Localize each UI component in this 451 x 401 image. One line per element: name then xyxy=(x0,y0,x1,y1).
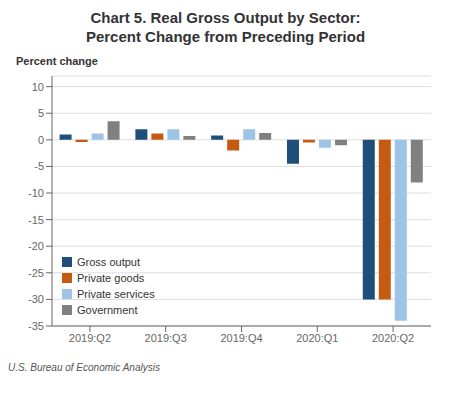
svg-text:-10: -10 xyxy=(28,187,44,199)
svg-text:-25: -25 xyxy=(28,267,44,279)
svg-text:-5: -5 xyxy=(34,160,44,172)
svg-text:2020:Q2: 2020:Q2 xyxy=(372,332,414,344)
html-text:Chart 5. Real Gross Output by: Chart 5. Real Gross Output by Sector: xyxy=(90,9,361,26)
html-text:Percent Change from Preceding: Percent Change from Preceding Period xyxy=(85,28,366,45)
html-text:Percent change: Percent change xyxy=(16,55,98,67)
svg-text:10: 10 xyxy=(32,81,44,93)
html-text:Private goods: Private goods xyxy=(77,272,145,284)
html-text:Gross output: Gross output xyxy=(77,256,140,268)
html-text:Private services: Private services xyxy=(77,288,155,300)
html-text:U.S. Bureau of Economic Analys: U.S. Bureau of Economic Analysis xyxy=(8,362,160,373)
svg-text:2020:Q1: 2020:Q1 xyxy=(296,332,338,344)
svg-text:-35: -35 xyxy=(28,320,44,332)
svg-text:-30: -30 xyxy=(28,293,44,305)
svg-text:5: 5 xyxy=(38,107,44,119)
svg-text:0: 0 xyxy=(38,134,44,146)
svg-text:2019:Q2: 2019:Q2 xyxy=(69,332,111,344)
html-text:Government: Government xyxy=(77,304,138,316)
svg-text:2019:Q4: 2019:Q4 xyxy=(220,332,262,344)
svg-text:2019:Q3: 2019:Q3 xyxy=(145,332,187,344)
svg-text:-15: -15 xyxy=(28,214,44,226)
svg-text:-20: -20 xyxy=(28,240,44,252)
